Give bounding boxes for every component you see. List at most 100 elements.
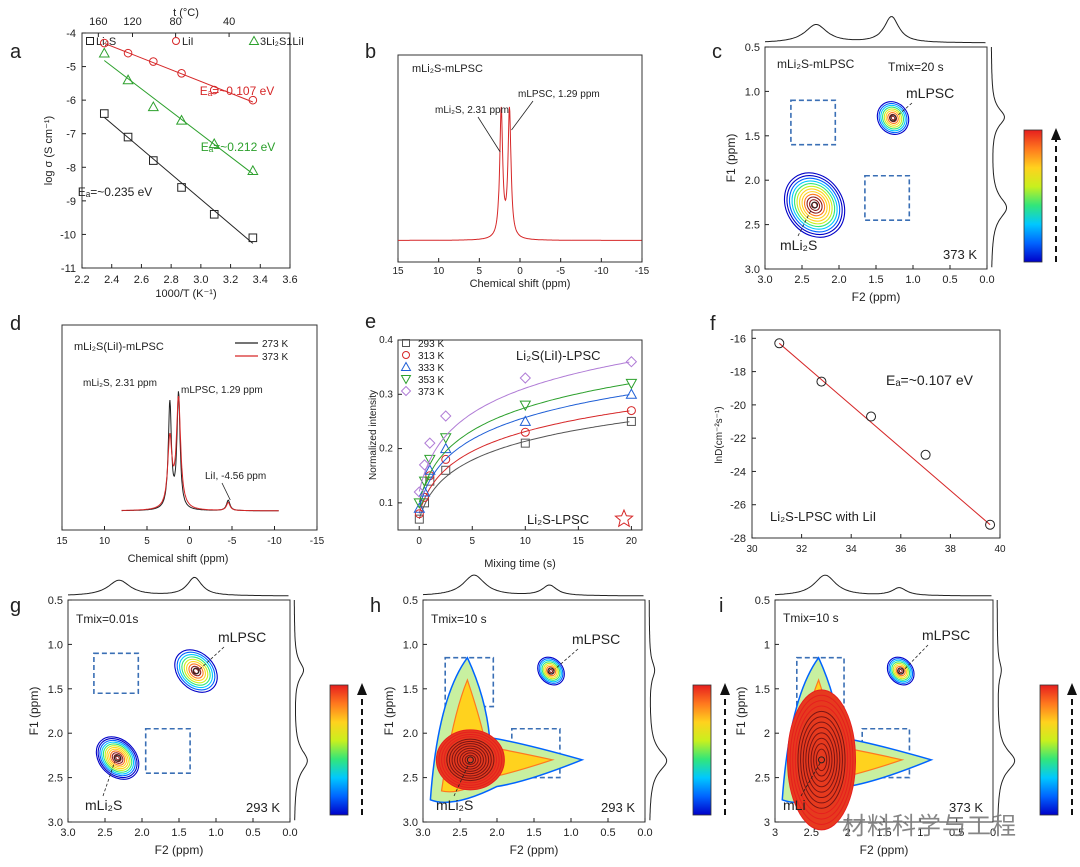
contour-li2s-c: [783, 172, 846, 238]
contour-li2s-c: [796, 185, 833, 225]
contour-ring-i: [810, 737, 833, 782]
projection-side-c: [990, 47, 1007, 268]
contour-lpsc-h: [540, 659, 562, 683]
label-leader-c: [797, 208, 812, 237]
top-tick-label-a: 160: [89, 16, 107, 28]
activation-energy-label-a: Eₐ=~0.107 eV: [200, 84, 275, 98]
legend-marker-e: [400, 361, 412, 371]
panel-letter-f: f: [710, 313, 716, 335]
contour-ring-h: [462, 752, 479, 768]
contour-lpsc-i: [889, 659, 912, 683]
panel-letter-h: h: [370, 595, 381, 617]
peak-label-b: mLPSC, 1.29 ppm: [518, 89, 600, 100]
y-tick-label-g: 1.5: [48, 684, 63, 696]
y-tick-label-h: 2.5: [403, 773, 418, 785]
data-point-e: [414, 514, 424, 524]
projection-top-g: [68, 576, 289, 597]
mixing-time-c: Tmix=20 s: [888, 60, 944, 74]
data-point-e: [626, 406, 636, 416]
peak-arrow-b: [477, 116, 501, 153]
x-tick-label-c: 3.0: [757, 274, 772, 286]
data-point-e: [413, 498, 426, 509]
peak-label-li2s-h: mLi₂S: [436, 797, 473, 813]
label-leader-g: [199, 646, 225, 670]
peak-center-h: [466, 756, 474, 764]
colorbar-arrowhead-c: [1051, 128, 1061, 140]
y-tick-label-c: 0.5: [745, 42, 760, 54]
x-tick-label-f: 38: [945, 544, 957, 555]
contour-lpsc-h: [548, 668, 554, 674]
data-point-e: [440, 410, 452, 422]
fit-line-f: [778, 342, 991, 526]
y-tick-label-i: 2: [764, 728, 770, 740]
peak-label-lpsc-g: mLPSC: [218, 629, 266, 645]
y-tick-label-c: 1.0: [745, 86, 760, 98]
contour-lpsc-i: [895, 665, 906, 677]
fit-line-a: [104, 42, 254, 103]
x-tick-label-e: 10: [520, 536, 532, 547]
contour-li2s-g: [115, 755, 120, 761]
x-tick-label-h: 0.0: [637, 827, 652, 839]
data-point-e: [441, 454, 451, 464]
y-axis-label-c: F1 (ppm): [724, 134, 738, 183]
x-tick-label-g: 1.0: [208, 827, 223, 839]
activation-energy-label-a: Eₐ=~0.212 eV: [201, 140, 276, 154]
contour-lpsc-g: [188, 663, 204, 679]
contour-li2s-g: [97, 738, 138, 779]
contour-ring-h: [464, 754, 477, 765]
contour-lpsc-i: [898, 668, 903, 674]
x-tick-label-c: 0.0: [979, 274, 994, 286]
contour-li2s-c: [806, 196, 823, 214]
top-axis-label-a: t (°C): [173, 7, 199, 19]
contour-lpsc-g: [181, 656, 211, 686]
contour-li2s-g: [102, 743, 133, 773]
top-tick-label-a: 120: [123, 16, 141, 28]
legend-label-e: 353 K: [418, 375, 444, 386]
contour-lpsc-i: [894, 664, 908, 678]
x-tick-label-d: -15: [310, 536, 325, 547]
x-tick-label-b: 10: [433, 266, 445, 277]
plot-title-e: Li₂S(LiI)-LPSC: [516, 348, 601, 363]
y-tick-label-a: -5: [66, 62, 76, 74]
peak-label-li2s-g: mLi₂S: [85, 797, 122, 813]
contour-ring-i: [789, 694, 854, 825]
label-leader-i: [904, 644, 929, 670]
contour-lpsc-g-center: [192, 667, 200, 675]
x-axis-label-d: Chemical shift (ppm): [128, 553, 229, 565]
x-tick-label-a: 3.6: [282, 274, 297, 286]
caption-f: Li₂S-LPSC with LiI: [770, 509, 876, 524]
peak-label-li2s-i: mLi: [783, 797, 806, 813]
mixing-time-h: Tmix=10 s: [431, 612, 487, 626]
data-point-e: [519, 415, 532, 426]
contour-lpsc-g: [186, 661, 206, 682]
y-tick-label-h: 2.0: [403, 728, 418, 740]
temperature-c: 373 K: [943, 247, 977, 262]
y-tick-label-e: 0.2: [379, 444, 393, 455]
x-tick-label-h: 2.0: [489, 827, 504, 839]
y-axis-label-i: F1 (ppm): [734, 687, 748, 736]
y-tick-label-c: 2.0: [745, 175, 760, 187]
x-tick-label-b: 5: [477, 266, 483, 277]
contour-lpsc-c-center: [889, 114, 897, 122]
data-point-a: [209, 85, 219, 95]
watermark: 材料科学与工程: [842, 812, 1017, 840]
peak-label-li2s-c: mLi₂S: [780, 237, 817, 253]
y-tick-label-a: -8: [66, 162, 76, 174]
legend-marker-e: [400, 375, 412, 385]
x-axis-label-e: Mixing time (s): [484, 558, 556, 570]
peak-label-d: mLi₂S, 2.31 ppm: [83, 378, 157, 389]
peak-arrow-b: [511, 100, 534, 131]
legend-marker-a: [86, 37, 94, 45]
fit-curve-e: [418, 410, 630, 514]
contour-li2s-c: [788, 177, 841, 233]
y-tick-label-i: 1: [764, 639, 770, 651]
data-point-a: [248, 95, 258, 105]
contour-lpsc-g: [183, 658, 209, 684]
data-point-e: [418, 459, 431, 471]
x-tick-label-d: 15: [56, 536, 68, 547]
label-leader-c: [896, 102, 913, 117]
plot-title-c: mLi₂S-mLPSC: [777, 57, 855, 71]
contour-ring-h: [441, 733, 500, 786]
y-tick-label-h: 3.0: [403, 817, 418, 829]
plot-frame-f: [751, 329, 1001, 539]
